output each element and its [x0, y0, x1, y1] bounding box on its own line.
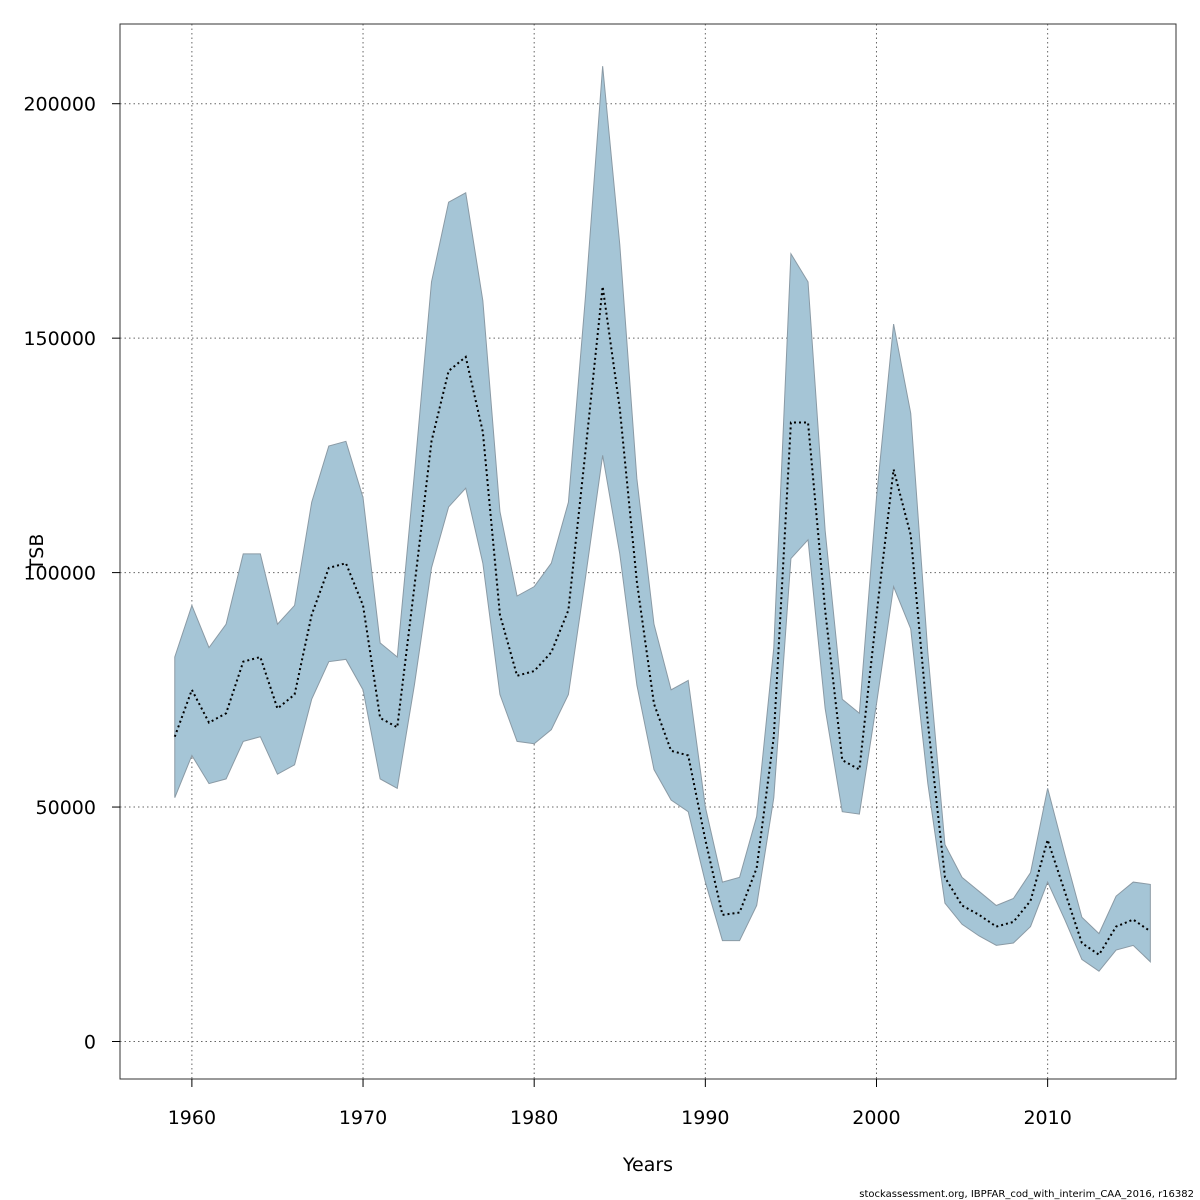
y-tick-label: 50000: [36, 797, 96, 819]
confidence-band-area: [174, 66, 1151, 972]
estimate-line: [173, 286, 1151, 957]
series-lines: [173, 286, 1151, 957]
y-tick-label: 0: [84, 1031, 96, 1053]
x-tick-label: 2010: [1023, 1107, 1071, 1129]
x-tick-label: 1990: [681, 1107, 729, 1129]
x-tick-label: 1960: [168, 1107, 216, 1129]
y-axis-title: TSB: [26, 534, 48, 572]
x-tick-label: 2000: [852, 1107, 900, 1129]
x-axis: 1960 1970 1980 1990 2000 2010: [168, 1079, 1072, 1129]
y-tick-label: 150000: [23, 328, 96, 350]
y-tick-label: 100000: [23, 563, 96, 585]
confidence-band: [174, 66, 1151, 972]
x-tick-label: 1970: [339, 1107, 387, 1129]
x-tick-label: 1980: [510, 1107, 558, 1129]
y-axis: 0 50000 100000 150000 200000: [23, 94, 120, 1053]
footer-source: stockassessment.org, IBPFAR_cod_with_int…: [859, 1189, 1194, 1200]
y-tick-label: 200000: [23, 94, 96, 116]
plot-frame: [119, 23, 1177, 1080]
x-axis-title: Years: [622, 1154, 673, 1176]
